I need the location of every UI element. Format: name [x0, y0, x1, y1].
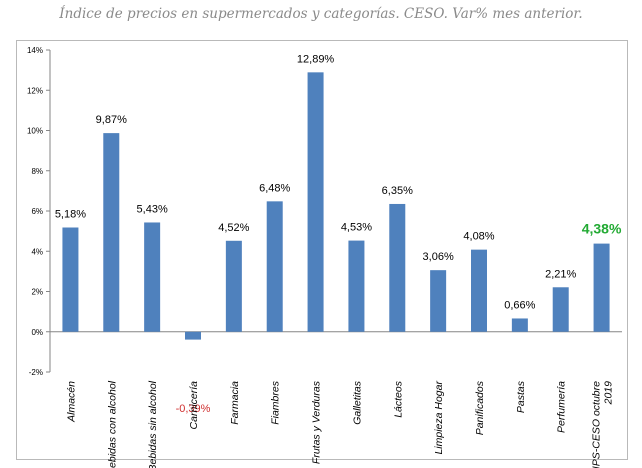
bar: [389, 203, 406, 332]
chart-frame: [16, 40, 628, 460]
category-label: Perfumería: [556, 381, 568, 433]
category-label: Fiambres: [270, 380, 282, 425]
y-tick-label: 2%: [31, 288, 43, 297]
category-label: Almacén: [65, 381, 77, 423]
data-label: 6,35%: [382, 185, 413, 197]
data-label: 3,06%: [423, 251, 454, 263]
data-label: 4,38%: [582, 221, 622, 237]
y-tick-label: 0%: [31, 328, 43, 337]
category-label: Carnicería: [188, 381, 200, 430]
y-tick-label: -2%: [29, 368, 43, 377]
data-label: 12,89%: [297, 53, 335, 65]
y-tick-label: 4%: [31, 247, 43, 256]
bar: [62, 227, 79, 332]
chart-title: Índice de precios en supermercados y cat…: [59, 6, 583, 22]
category-label: Lácteos: [392, 380, 404, 418]
bar: [185, 331, 201, 340]
bar: [266, 201, 283, 332]
y-tick-label: 10%: [27, 127, 43, 136]
category-label: Limpieza Hogar: [433, 381, 445, 455]
y-tick-label: 8%: [31, 167, 43, 176]
category-label: Galletitas: [351, 380, 363, 425]
bar: [103, 133, 120, 332]
data-label: 0,66%: [504, 299, 535, 311]
bar: [593, 243, 610, 332]
data-label: 4,52%: [218, 222, 249, 234]
data-label: 5,43%: [137, 203, 168, 215]
y-tick-label: 6%: [31, 207, 43, 216]
bar: [348, 240, 365, 332]
data-label: -0,39%: [176, 403, 211, 415]
bar: [225, 240, 242, 332]
bar: [511, 318, 528, 332]
data-label: 4,08%: [463, 231, 494, 243]
y-tick-label: 14%: [27, 46, 43, 55]
data-label: 6,48%: [259, 182, 290, 194]
category-label: Bebidas con alcohol: [106, 380, 118, 468]
category-label: Farmacia: [229, 381, 241, 425]
data-label: 2,21%: [545, 268, 576, 280]
category-label: Pastas: [515, 380, 527, 413]
y-tick-label: 12%: [27, 86, 43, 95]
category-label-line: IPS-CESO octubre: [591, 381, 603, 468]
bar: [471, 249, 487, 332]
category-label: Bebidas sin alcohol: [147, 380, 159, 468]
category-label: Panificados: [474, 380, 486, 435]
data-label: 4,53%: [341, 222, 372, 234]
data-label: 9,87%: [96, 114, 127, 126]
bar: [430, 270, 447, 332]
bar: [144, 222, 161, 332]
data-label: 5,18%: [55, 209, 86, 221]
category-label-line: 2019: [603, 381, 615, 406]
category-label: Frutas y Verduras: [311, 380, 323, 464]
bar: [307, 72, 324, 332]
category-label: IPS-CESO octubre2019: [591, 381, 615, 468]
bar: [552, 287, 569, 332]
